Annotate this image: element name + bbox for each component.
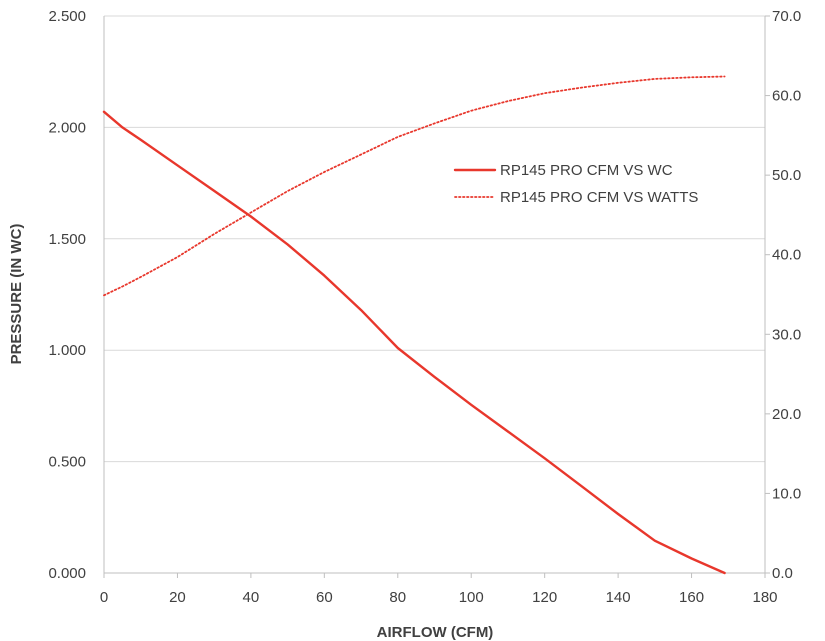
y-tick-label: 2.000 xyxy=(48,119,86,136)
y2-tick-label: 0.0 xyxy=(772,565,793,582)
x-tick-label: 20 xyxy=(169,589,186,606)
x-tick-label: 180 xyxy=(752,589,777,606)
y2-tick-label: 30.0 xyxy=(772,326,801,343)
y-tick-label: 2.500 xyxy=(48,8,86,25)
y2-tick-label: 70.0 xyxy=(772,8,801,25)
y-tick-label: 1.000 xyxy=(48,342,86,359)
gridlines xyxy=(104,15,765,463)
series-line-watts xyxy=(103,75,726,297)
y2-tick-label: 40.0 xyxy=(772,247,801,264)
y-tick-label: 0.000 xyxy=(48,565,86,582)
y2-tick-label: 20.0 xyxy=(772,406,801,423)
x-tick-label: 100 xyxy=(459,589,484,606)
x-tick-label: 160 xyxy=(679,589,704,606)
x-tick-label: 40 xyxy=(243,589,260,606)
y-tick-label: 1.500 xyxy=(48,231,86,248)
x-tick-label: 120 xyxy=(532,589,557,606)
x-tick-label: 0 xyxy=(100,589,108,606)
tick-labels: 0.000 0.500 1.000 1.500 2.000 2.500 0 20 40 60 80 1… xyxy=(48,8,801,606)
x-tick-label: 140 xyxy=(606,589,631,606)
x-axis-title: AIRFLOW (CFM) xyxy=(377,624,494,641)
series-line-wc xyxy=(102,110,726,575)
legend: RP145 PRO CFM VS WC RP145 PRO CFM VS WATT… xyxy=(453,162,698,206)
y2-tick-label: 60.0 xyxy=(772,88,801,105)
legend-label: RP145 PRO CFM VS WC xyxy=(500,162,673,179)
y-axis-title: PRESSURE (IN WC) xyxy=(8,224,25,365)
y2-tick-label: 50.0 xyxy=(772,167,801,184)
y2-tick-label: 10.0 xyxy=(772,485,801,502)
y-tick-label: 0.500 xyxy=(48,454,86,471)
axes xyxy=(103,15,770,578)
series-layer xyxy=(102,75,726,575)
legend-label: RP145 PRO CFM VS WATTS xyxy=(500,189,698,206)
x-tick-label: 60 xyxy=(316,589,333,606)
x-tick-label: 80 xyxy=(389,589,406,606)
